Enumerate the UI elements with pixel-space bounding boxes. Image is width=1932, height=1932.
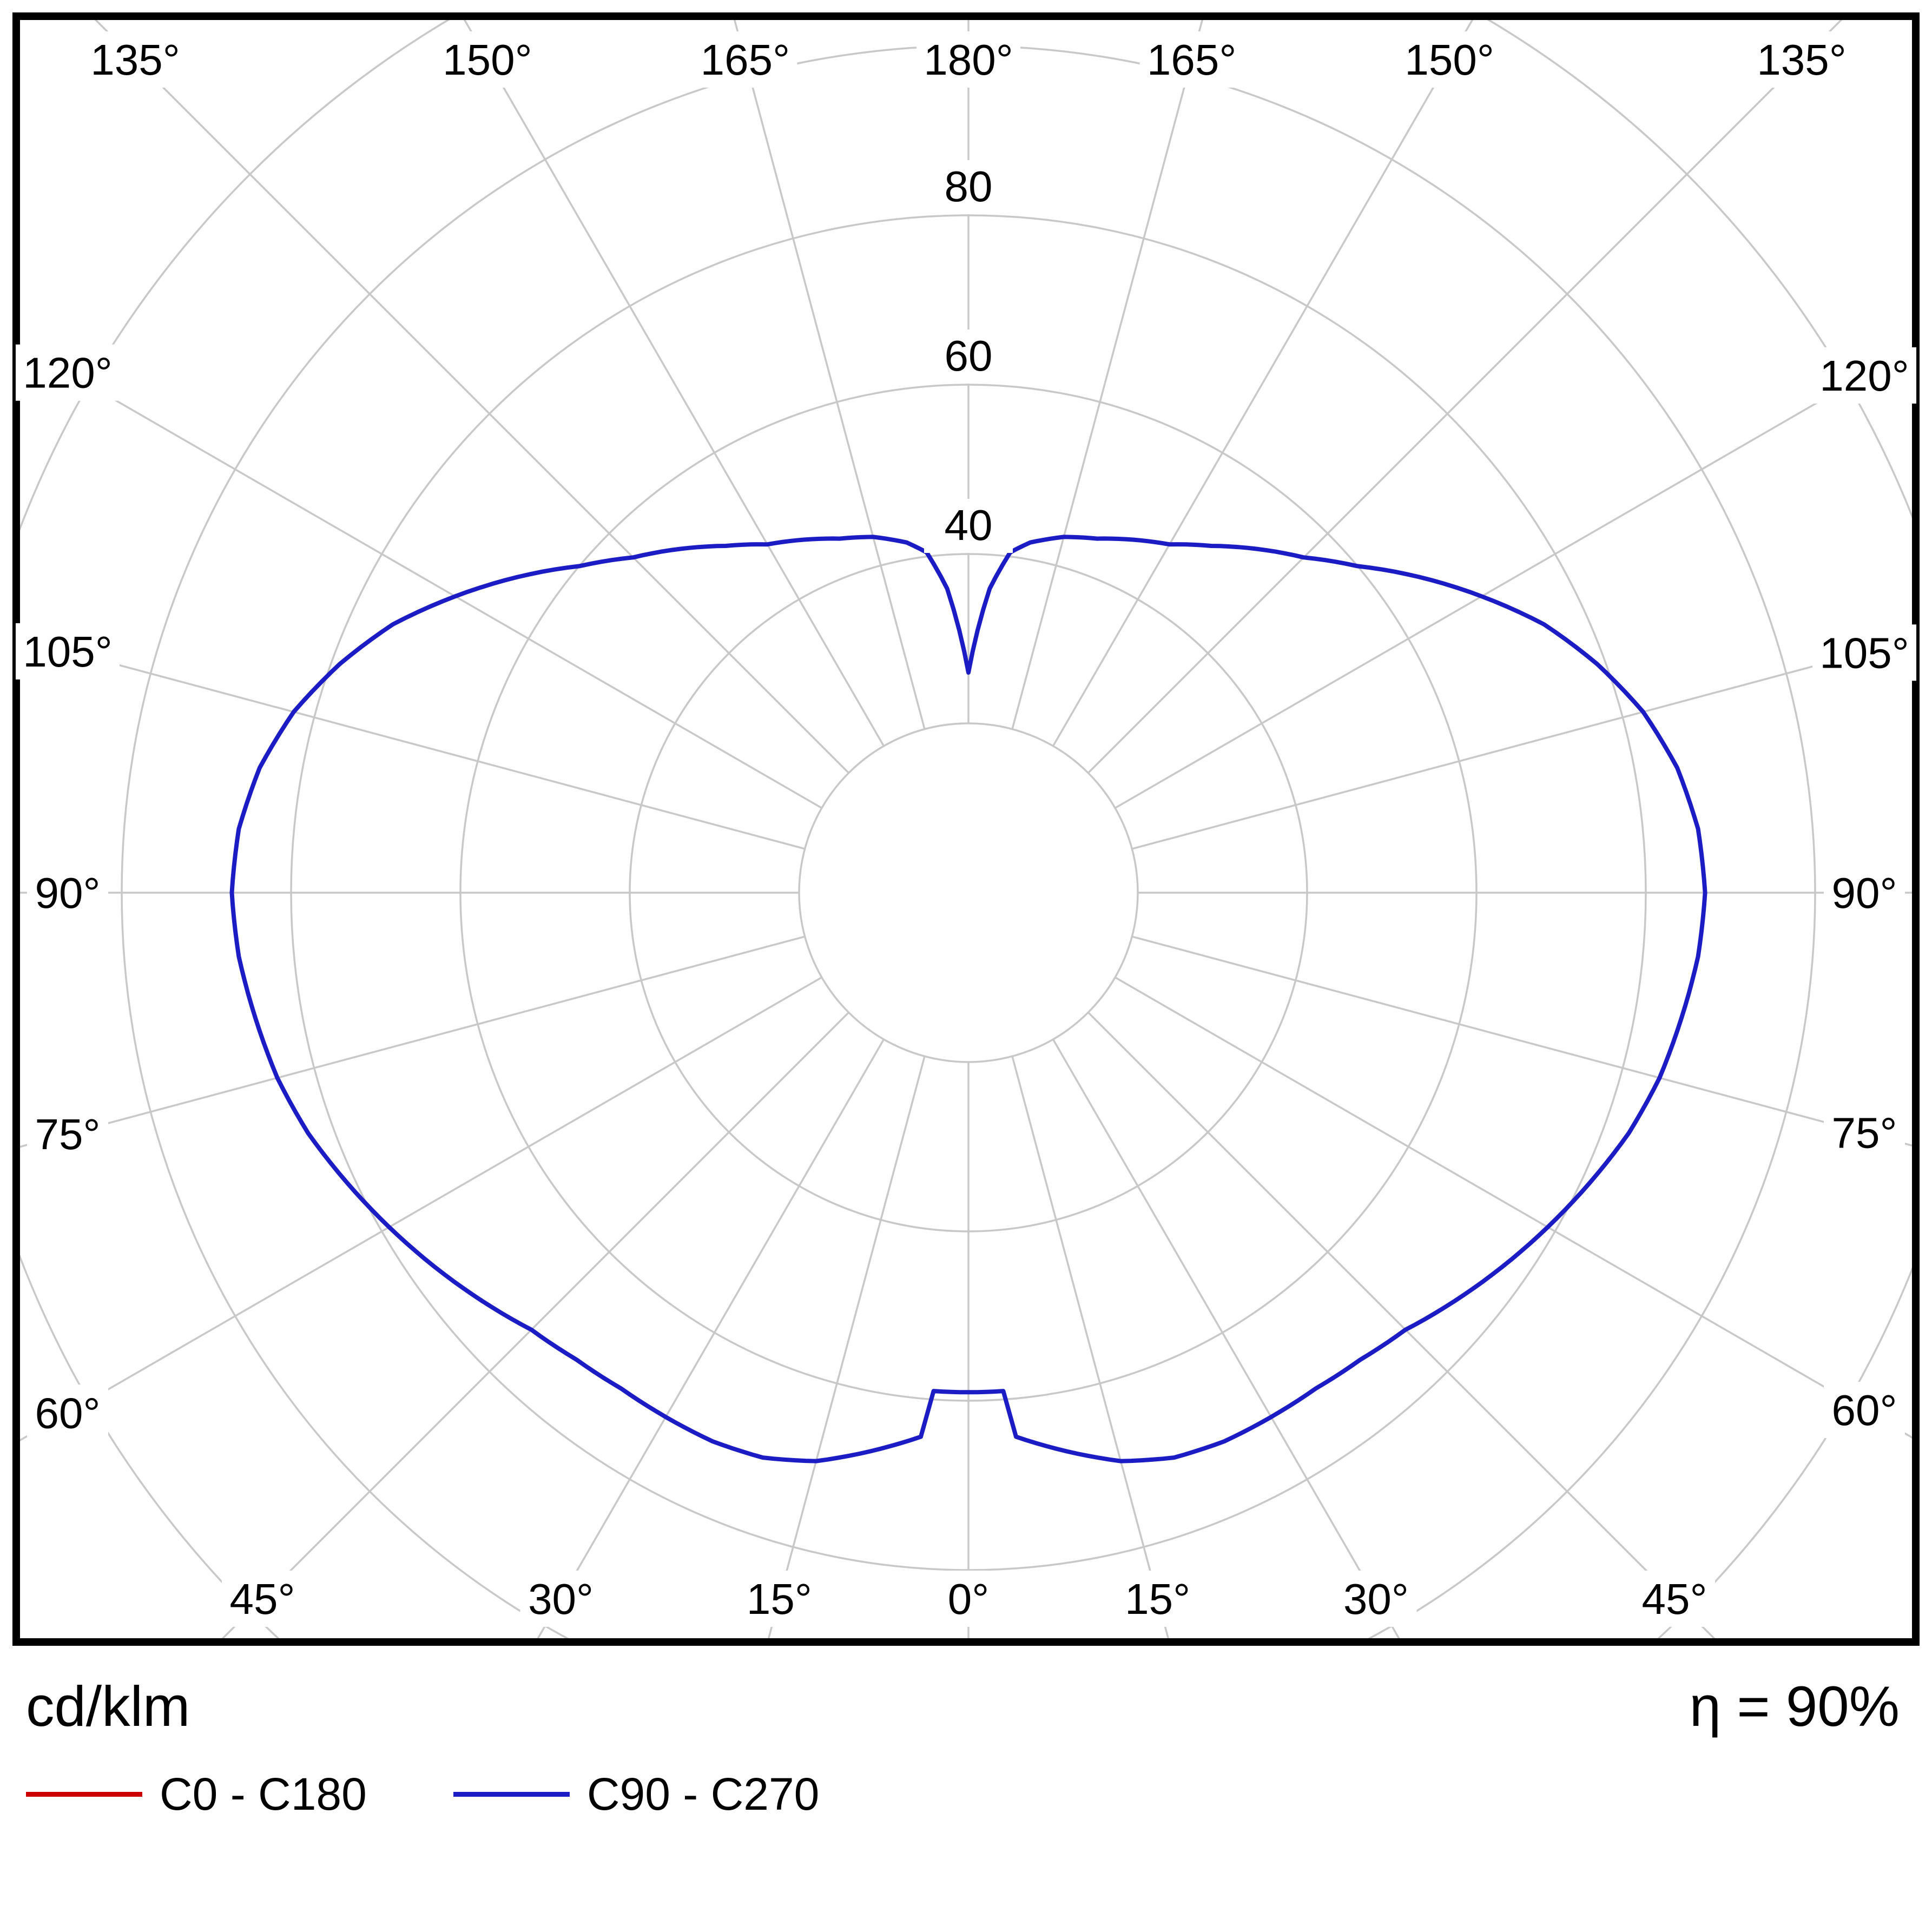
legend-label-c0-c180: C0 - C180	[160, 1769, 367, 1819]
svg-text:120°: 120°	[1819, 352, 1909, 400]
svg-text:105°: 105°	[1819, 629, 1909, 677]
svg-text:150°: 150°	[1405, 36, 1494, 84]
legend: C0 - C180 C90 - C270	[26, 1768, 906, 1821]
legend-label-c90-c270: C90 - C270	[586, 1769, 820, 1819]
svg-text:30°: 30°	[528, 1575, 594, 1623]
svg-text:90°: 90°	[1832, 869, 1897, 917]
legend-item-c0-c180: C0 - C180	[26, 1768, 367, 1821]
svg-text:40: 40	[945, 501, 993, 549]
svg-text:60: 60	[945, 332, 993, 380]
svg-text:90°: 90°	[35, 869, 101, 917]
svg-text:105°: 105°	[23, 628, 112, 676]
svg-text:60°: 60°	[35, 1389, 101, 1437]
svg-text:165°: 165°	[1147, 36, 1236, 84]
svg-text:165°: 165°	[701, 36, 790, 84]
svg-text:135°: 135°	[90, 36, 180, 84]
svg-text:80: 80	[945, 162, 993, 210]
svg-text:150°: 150°	[443, 36, 532, 84]
svg-text:45°: 45°	[230, 1575, 295, 1623]
svg-text:45°: 45°	[1642, 1575, 1707, 1623]
svg-text:75°: 75°	[1832, 1109, 1897, 1157]
units-label: cd/klm	[26, 1675, 190, 1738]
svg-text:15°: 15°	[1125, 1575, 1190, 1623]
svg-text:0°: 0°	[948, 1575, 989, 1623]
svg-text:30°: 30°	[1343, 1575, 1409, 1623]
svg-text:180°: 180°	[924, 36, 1013, 84]
svg-text:135°: 135°	[1757, 36, 1846, 84]
legend-swatch-c0-c180	[26, 1792, 142, 1797]
svg-text:60°: 60°	[1832, 1386, 1897, 1434]
legend-swatch-c90-c270	[453, 1792, 570, 1797]
svg-text:15°: 15°	[747, 1575, 812, 1623]
svg-text:75°: 75°	[35, 1110, 101, 1158]
efficiency-label: η = 90%	[1689, 1675, 1900, 1738]
svg-text:120°: 120°	[23, 349, 112, 397]
legend-item-c90-c270: C90 - C270	[453, 1768, 820, 1821]
